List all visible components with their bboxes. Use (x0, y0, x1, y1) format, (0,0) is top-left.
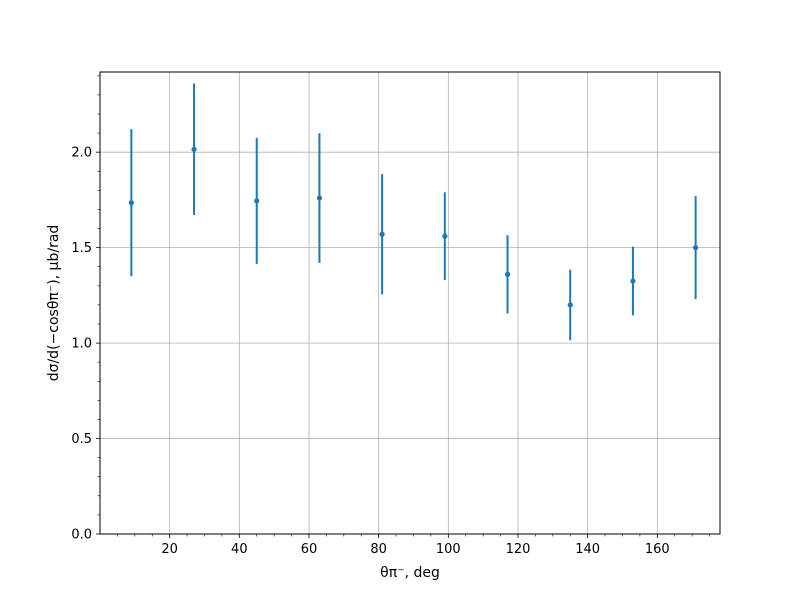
data-point (630, 278, 636, 284)
major-ticks (96, 151, 658, 538)
data-point (254, 198, 260, 204)
data-point (504, 271, 511, 277)
y-tick-label: 0.5 (71, 432, 92, 447)
error-bars (130, 83, 697, 341)
y-tick-label: 0.0 (71, 528, 92, 543)
data-point (316, 195, 323, 201)
x-tick-label: 160 (645, 542, 670, 557)
grid-lines (100, 72, 720, 535)
y-tick-label: 2.0 (71, 146, 92, 161)
data-point (128, 200, 134, 206)
x-axis-label: θπ⁻, deg (380, 565, 440, 581)
y-tick-labels: 0.0 0.5 1.0 1.5 2.0 (71, 146, 92, 543)
y-axis-label: dσ/d(−cosθπ⁻), μb/rad (46, 225, 62, 382)
y-tick-label: 1.0 (71, 337, 92, 352)
data-points (128, 146, 699, 308)
y-tick-label: 1.5 (71, 241, 92, 256)
minor-ticks (97, 75, 710, 537)
x-tick-label: 60 (301, 542, 318, 557)
x-tick-label: 20 (161, 542, 178, 557)
x-tick-label: 80 (370, 542, 387, 557)
x-tick-labels: 20 40 60 80 100 120 140 160 (161, 542, 669, 557)
data-point (693, 245, 699, 251)
data-point (567, 302, 573, 308)
x-tick-label: 140 (575, 542, 600, 557)
x-tick-label: 100 (436, 542, 461, 557)
plot-frame (99, 71, 721, 535)
data-point (191, 146, 197, 152)
x-tick-label: 40 (231, 542, 248, 557)
x-tick-label: 120 (506, 542, 531, 557)
data-point (442, 233, 448, 239)
data-point (379, 231, 385, 237)
